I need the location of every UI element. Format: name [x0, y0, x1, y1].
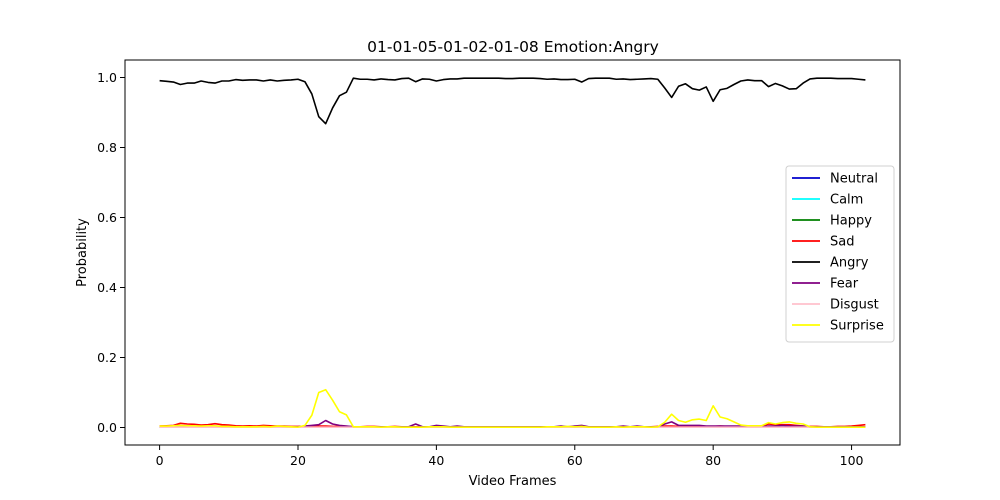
plot-frame — [124, 59, 901, 446]
legend-label-calm: Calm — [830, 193, 863, 208]
y-tick-label: 0.6 — [97, 210, 117, 225]
legend-label-fear: Fear — [830, 277, 859, 292]
legend-label-neutral: Neutral — [830, 172, 878, 187]
x-axis: 0 20 40 60 80 100 — [156, 445, 864, 468]
chart-title: 01-01-05-01-02-01-08 Emotion:Angry — [367, 38, 659, 56]
legend-label-sad: Sad — [830, 235, 854, 250]
legend-label-surprise: Surprise — [830, 319, 884, 334]
y-axis: 0.0 0.2 0.4 0.6 0.8 1.0 — [97, 70, 125, 435]
legend-label-disgust: Disgust — [830, 298, 879, 313]
legend-box — [785, 165, 895, 343]
series-line-angry — [159, 77, 866, 125]
x-tick-label: 60 — [567, 453, 583, 468]
x-tick-label: 100 — [840, 453, 864, 468]
legend-label-angry: Angry — [830, 256, 869, 271]
series-layer — [159, 77, 866, 428]
y-tick-label: 0.4 — [97, 280, 117, 295]
y-tick-label: 0.2 — [97, 350, 117, 365]
x-axis-label: Video Frames — [469, 474, 557, 489]
x-tick-label: 20 — [290, 453, 306, 468]
series-line-surprise — [159, 388, 866, 428]
legend: Neutral Calm Happy Sad Angry Fear Disgust Surpr… — [785, 165, 895, 343]
y-tick-label: 0.8 — [97, 140, 117, 155]
x-tick-label: 0 — [156, 453, 164, 468]
y-tick-label: 1.0 — [97, 70, 117, 85]
y-tick-label: 0.0 — [97, 420, 117, 435]
x-tick-label: 80 — [705, 453, 721, 468]
y-axis-label: Probability — [75, 218, 90, 287]
x-tick-label: 40 — [428, 453, 444, 468]
legend-label-happy: Happy — [830, 214, 872, 229]
